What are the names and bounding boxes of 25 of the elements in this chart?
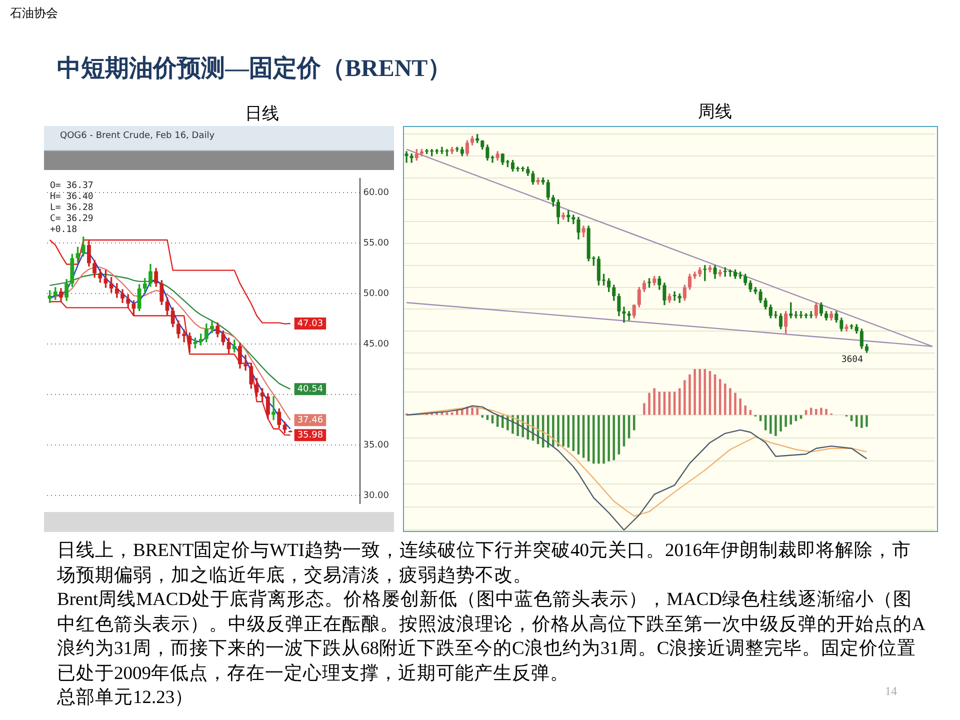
text: 日线上，BRENT固定价与WTI趋势一致，连续破位下行并突破40元关口。2016年伊朗制裁即将解除，市场预期偏弱，加之临近年底，交易清淡，疲弱趋势不改。 <box>57 539 912 588</box>
text: Brent周线MACD处于底背离形态。价格屡创新低（图中蓝色箭头表示），MACD绿色柱线逐渐缩小（图中红色箭头表示）。中级反弹正在酝酿。按照波浪理论，价格从高位下跌至第一次中级反弹的开始点的A浪约为31周，而接下来的一波下跌从68附近下跌至今的C浪也约为31周。C浪接近调整完毕。固定价位置已处于2009年低点，存在一定心理支撑，近期可能产生反弹。 <box>57 590 926 684</box>
annotation: L= 36.28 <box>50 203 94 214</box>
data-label: 47.03 <box>297 318 324 329</box>
text: 14 <box>885 683 897 700</box>
y-tick-label: 45.00 <box>363 339 390 350</box>
annotation: C= 36.29 <box>50 214 94 224</box>
y-tick-label: 35.00 <box>363 440 390 450</box>
annotation: O= 36.37 <box>50 181 94 192</box>
annotation: H= 36.40 <box>50 192 94 202</box>
text: 中短期油价预测—固定价（BRENT） <box>57 54 452 84</box>
y-tick-label: 30.00 <box>363 490 390 501</box>
chart-subtitle: QOG6 - Brent Crude, Feb 16, Daily <box>60 131 215 141</box>
data-label: 35.98 <box>297 430 324 440</box>
text: 总部单元12.23） <box>57 688 194 708</box>
annotation: +0.18 <box>50 225 78 236</box>
chart-title: 周线 <box>697 101 733 123</box>
y-tick-label: 50.00 <box>363 288 390 299</box>
y-tick-label: 60.00 <box>363 188 390 198</box>
chart-title: 日线 <box>244 103 280 125</box>
text: 石油协会 <box>10 5 58 22</box>
data-label: 40.54 <box>297 384 324 394</box>
text: 3604 <box>841 354 863 365</box>
y-tick-label: 55.00 <box>363 238 390 248</box>
data-label: 37.46 <box>297 416 324 426</box>
